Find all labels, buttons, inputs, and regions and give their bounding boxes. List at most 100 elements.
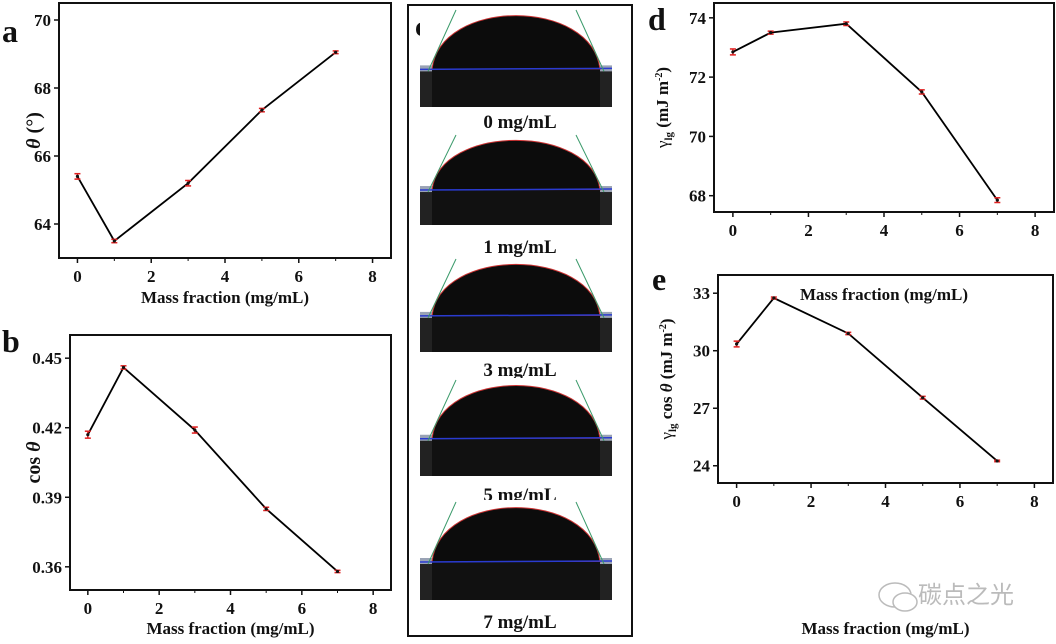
data-line — [87, 366, 339, 573]
data-point — [186, 181, 190, 185]
y-tick-label: 0.45 — [32, 349, 62, 368]
y-tick-label: 70 — [689, 127, 706, 146]
droplet-caption: 7 mg/mL — [483, 612, 556, 633]
x-tick-label: 4 — [880, 221, 889, 240]
panel-label: d — [648, 1, 666, 37]
y-tick-label: 68 — [689, 187, 706, 206]
x-tick-label: 4 — [881, 492, 890, 511]
data-point — [112, 239, 116, 243]
plot-frame — [58, 2, 392, 259]
data-line — [76, 51, 337, 243]
tangent-line — [427, 258, 457, 319]
tangent-line — [427, 379, 457, 441]
y-tick-label: 68 — [34, 79, 51, 98]
tangent-line — [575, 9, 605, 72]
data-point — [86, 433, 90, 437]
x-tick-label: 2 — [155, 599, 164, 618]
baseline — [419, 314, 613, 317]
tangent-line — [427, 134, 457, 193]
x-tick-label: 8 — [368, 267, 377, 286]
droplet-image — [419, 500, 613, 600]
y-axis-label: cos θ — [23, 441, 45, 484]
baseline — [419, 560, 613, 563]
data-point — [75, 174, 80, 178]
x-tick-label: 4 — [226, 599, 235, 618]
watermark: 碳点之光 — [918, 581, 1014, 609]
y-tick-label: 66 — [34, 147, 51, 166]
x-tick-label: 4 — [221, 267, 230, 286]
data-point — [334, 50, 338, 54]
droplet-caption: 1 mg/mL — [483, 237, 556, 258]
droplet-image — [419, 8, 613, 107]
x-axis-label: Mass fraction (mg/mL) — [141, 288, 309, 307]
y-tick-label: 64 — [34, 215, 52, 234]
data-line — [732, 22, 999, 201]
panel-c-frame — [407, 4, 633, 637]
y-tick-label: 24 — [693, 457, 711, 476]
tangent-line — [575, 501, 605, 565]
droplet-caption: 3 mg/mL — [483, 360, 556, 381]
y-tick-label: 30 — [693, 342, 710, 361]
plot-frame — [69, 334, 392, 591]
x-tick-label: 8 — [1030, 492, 1039, 511]
data-point — [193, 428, 197, 432]
droplet-image — [419, 257, 613, 352]
data-point — [846, 331, 850, 336]
baseline — [419, 437, 613, 440]
data-line — [735, 296, 998, 462]
panel-b: b 0 2 4 6 8 0.36 0.39 0.42 0.45 Mass fraction (mg/… — [2, 323, 392, 638]
data-point — [995, 459, 999, 463]
data-point — [769, 31, 773, 35]
x-tick-label: 6 — [295, 267, 304, 286]
x-tick-label: 0 — [729, 221, 738, 240]
tangent-line — [575, 379, 605, 441]
panel-label: e — [652, 261, 666, 297]
droplet-image — [419, 133, 613, 225]
x-axis-label: Mass fraction (mg/mL) — [146, 619, 314, 638]
plot-frame — [713, 2, 1055, 213]
tangent-line — [575, 258, 605, 319]
data-point — [772, 296, 776, 300]
data-point — [844, 22, 848, 26]
y-axis-label: γlg (mJ m-2) — [653, 67, 675, 149]
y-tick-label: 0.36 — [32, 558, 62, 577]
data-point — [920, 90, 924, 94]
wechat-logo-icon — [878, 582, 918, 612]
data-point — [735, 342, 739, 346]
droplet-caption: 0 mg/mL — [483, 112, 556, 133]
y-axis-label: γlg cos θ (mJ m-2) — [657, 318, 679, 440]
x-tick-label: 0 — [73, 267, 82, 286]
data-point — [731, 50, 735, 54]
tangent-line — [575, 134, 605, 193]
y-tick-label: 27 — [693, 399, 711, 418]
x-tick-label: 6 — [956, 492, 965, 511]
y-tick-label: 0.42 — [32, 419, 62, 438]
x-axis-label: Mass fraction (mg/mL) — [801, 619, 969, 638]
x-tick-label: 8 — [1031, 221, 1040, 240]
tangent-line — [427, 9, 457, 72]
x-axis-label: Mass fraction (mg/mL) — [800, 285, 968, 304]
y-tick-label: 74 — [689, 9, 707, 28]
x-tick-label: 2 — [807, 492, 816, 511]
data-point — [264, 507, 268, 511]
data-point — [335, 569, 340, 574]
panel-label: a — [2, 13, 18, 49]
x-tick-label: 6 — [298, 599, 307, 618]
baseline — [419, 67, 613, 71]
x-tick-label: 2 — [147, 267, 156, 286]
tangent-line — [427, 501, 457, 565]
baseline — [419, 188, 613, 191]
y-tick-label: 33 — [693, 284, 710, 303]
x-tick-label: 0 — [732, 492, 741, 511]
data-point — [995, 198, 999, 202]
x-tick-label: 2 — [804, 221, 813, 240]
y-tick-label: 70 — [34, 11, 51, 30]
data-point — [260, 108, 264, 112]
droplet-image — [419, 378, 613, 476]
y-axis-label: θ (°) — [23, 112, 45, 149]
x-tick-label: 6 — [955, 221, 964, 240]
